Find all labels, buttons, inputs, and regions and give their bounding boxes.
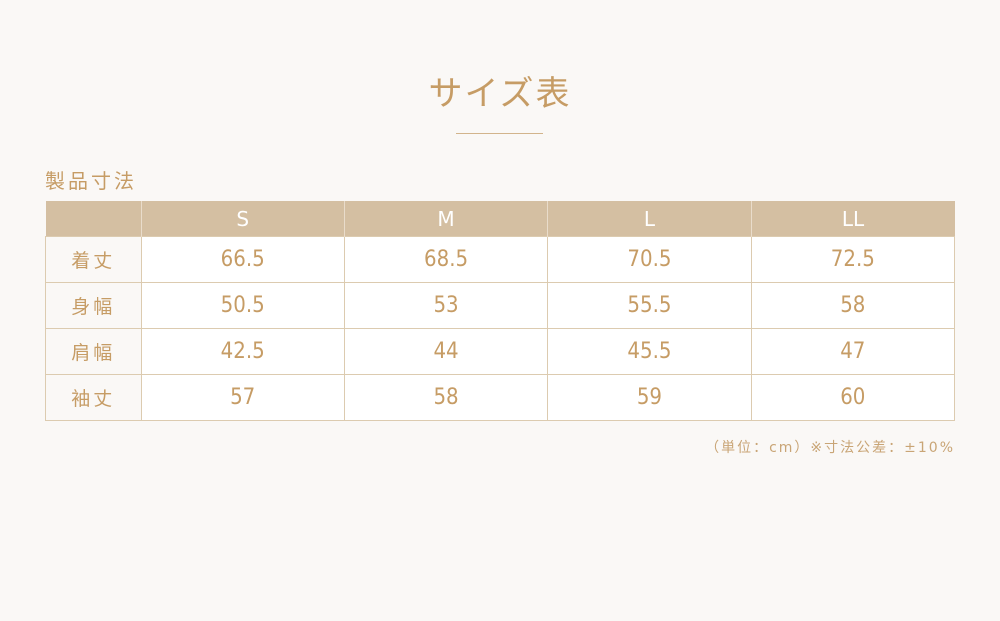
table-cell: 47	[750, 328, 956, 375]
column-header	[45, 201, 141, 237]
table-cell: 44	[343, 328, 549, 375]
table-row: 袖丈 57 58 59 60	[45, 374, 956, 421]
table-row: 身幅 50.5 53 55.5 58	[45, 282, 956, 329]
table-cell: 58	[343, 374, 549, 421]
table-cell: 60	[750, 374, 956, 421]
row-label: 肩幅	[45, 328, 142, 375]
table-cell: 57	[140, 374, 345, 421]
table-cell: 72.5	[750, 236, 956, 283]
table-cell: 53	[343, 282, 549, 329]
table-cell: 58	[750, 282, 956, 329]
row-label: 袖丈	[45, 374, 142, 421]
table-cell: 68.5	[343, 236, 549, 283]
row-label: 身幅	[45, 282, 142, 329]
section-label: 製品寸法	[45, 169, 137, 193]
table-cell: 50.5	[140, 282, 345, 329]
table-cell: 70.5	[547, 236, 752, 283]
column-header: L	[547, 201, 752, 237]
table-row: 肩幅 42.5 44 45.5 47	[45, 328, 956, 375]
table-cell: 42.5	[140, 328, 345, 375]
unit-note: （単位：cm）※寸法公差：±10%	[705, 440, 955, 456]
row-label: 着丈	[45, 236, 142, 283]
title-divider	[456, 133, 543, 134]
table-cell: 66.5	[140, 236, 345, 283]
table-cell: 59	[547, 374, 752, 421]
column-header: S	[140, 201, 345, 237]
table-cell: 45.5	[547, 328, 752, 375]
size-table: S M L LL 着丈 66.5 68.5 70.5 72.5 身幅 50.5 53 55.5 5…	[45, 201, 956, 421]
table-cell: 55.5	[547, 282, 752, 329]
table-header-row: S M L LL	[45, 201, 955, 237]
page-title: サイズ表	[428, 74, 572, 114]
column-header: LL	[750, 201, 955, 237]
table-row: 着丈 66.5 68.5 70.5 72.5	[45, 236, 956, 283]
column-header: M	[343, 201, 548, 237]
